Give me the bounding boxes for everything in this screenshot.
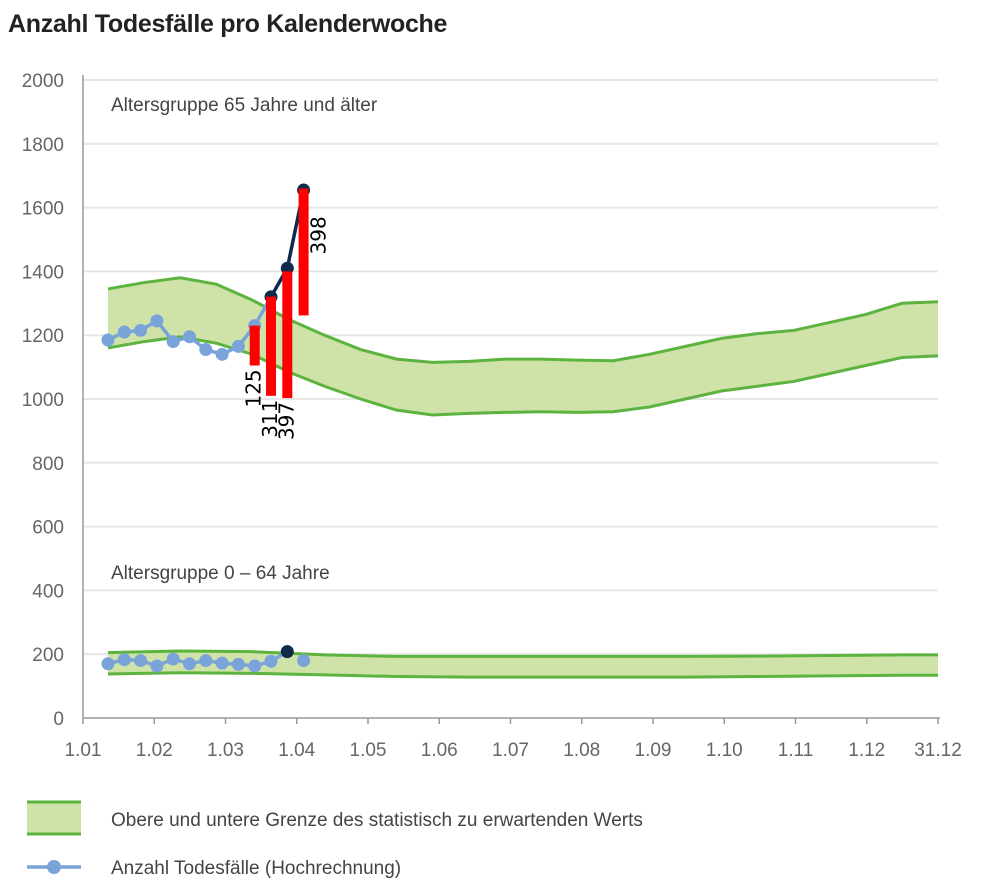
- y-tick-label: 1800: [22, 135, 64, 156]
- expected-bands: [107, 276, 939, 679]
- annotation-bar: [249, 325, 260, 366]
- panel-labels: Altersgruppe 65 Jahre und älter Altersgru…: [111, 95, 378, 584]
- series-point-65+: [183, 330, 196, 344]
- series-point-0-64: [248, 659, 262, 673]
- band-fill-65+: [108, 277, 938, 415]
- y-tick-label: 1600: [22, 199, 64, 220]
- y-tick-label: 600: [32, 518, 64, 539]
- y-tick-label: 1000: [22, 390, 64, 411]
- series-point-65+: [101, 333, 115, 347]
- panel-label-0-64: Altersgruppe 0 – 64 Jahre: [111, 563, 330, 584]
- x-tick-label: 1.01: [65, 740, 102, 761]
- x-tick-label: 1.06: [421, 740, 458, 761]
- legend-band-swatch: [27, 802, 81, 834]
- annotation-bar: [298, 188, 309, 316]
- series-point-65+: [199, 343, 213, 357]
- band-lower-0-64: [107, 671, 938, 679]
- annotation-bar-label: 397: [274, 402, 298, 440]
- series-point-0-64: [134, 654, 148, 668]
- y-tick-label: 800: [32, 454, 64, 475]
- y-tick-label: 1200: [22, 326, 64, 347]
- grid-lines: [83, 79, 938, 656]
- x-tick-label: 1.02: [136, 740, 173, 761]
- band-upper-0-64: [107, 649, 938, 658]
- x-tick-label: 1.07: [492, 740, 529, 761]
- series-point-65+: [166, 335, 180, 349]
- series-point-0-64: [280, 645, 294, 659]
- series-point-0-64: [166, 652, 180, 666]
- legend-band-label: Obere und untere Grenze des statistisch …: [111, 810, 643, 831]
- x-tick-label: 1.11: [778, 740, 814, 761]
- legend-line-marker: [47, 860, 61, 874]
- series-point-65+: [150, 314, 164, 328]
- series-point-0-64: [199, 654, 213, 668]
- series-point-65+: [231, 339, 245, 353]
- series-point-65+: [117, 325, 131, 339]
- series-point-0-64: [297, 654, 311, 668]
- series-point-0-64: [101, 657, 115, 671]
- x-tick-label: 1.12: [848, 740, 885, 761]
- series-point-65+: [215, 347, 229, 361]
- x-tick-label: 1.10: [706, 740, 743, 761]
- y-tick-label: 200: [32, 645, 64, 666]
- y-tick-label: 0: [53, 709, 64, 730]
- x-tick-label: 1.05: [350, 740, 387, 761]
- series-point-0-64: [150, 659, 164, 673]
- x-tick-label: 1.04: [278, 740, 315, 761]
- x-tick-label: 1.09: [635, 740, 672, 761]
- series-point-0-64: [264, 654, 278, 668]
- x-tick-label: 1.08: [563, 740, 600, 761]
- legend: Obere und untere Grenze des statistisch …: [27, 800, 643, 879]
- annotation-bar: [282, 271, 293, 399]
- y-tick-label: 400: [32, 581, 64, 602]
- annotation-bar: [266, 296, 276, 396]
- y-tick-label: 2000: [22, 71, 64, 92]
- annotation-bar-label: 125: [242, 369, 266, 407]
- band-upper-65+: [107, 276, 939, 364]
- legend-line-label: Anzahl Todesfälle (Hochrechnung): [111, 858, 401, 879]
- series-point-0-64: [117, 653, 131, 667]
- series-point-0-64: [231, 657, 245, 671]
- annotation-bar-label: 311: [258, 400, 282, 438]
- panel-label-65plus: Altersgruppe 65 Jahre und älter: [111, 95, 378, 116]
- x-tick-label: 31.12: [914, 740, 962, 761]
- y-tick-label: 1400: [22, 262, 64, 283]
- x-tick-label: 1.03: [207, 740, 244, 761]
- band-lower-65+: [107, 335, 939, 417]
- series-point-0-64: [215, 656, 229, 670]
- chart-title: Anzahl Todesfälle pro Kalenderwoche: [8, 10, 448, 38]
- axes: 0 200 400 600 800 1000 1200 1400 1600 1800 2000 1.0…: [22, 71, 962, 761]
- annotation-bar-label: 398: [307, 216, 331, 254]
- series-point-65+: [134, 323, 148, 337]
- series-point-0-64: [183, 657, 196, 671]
